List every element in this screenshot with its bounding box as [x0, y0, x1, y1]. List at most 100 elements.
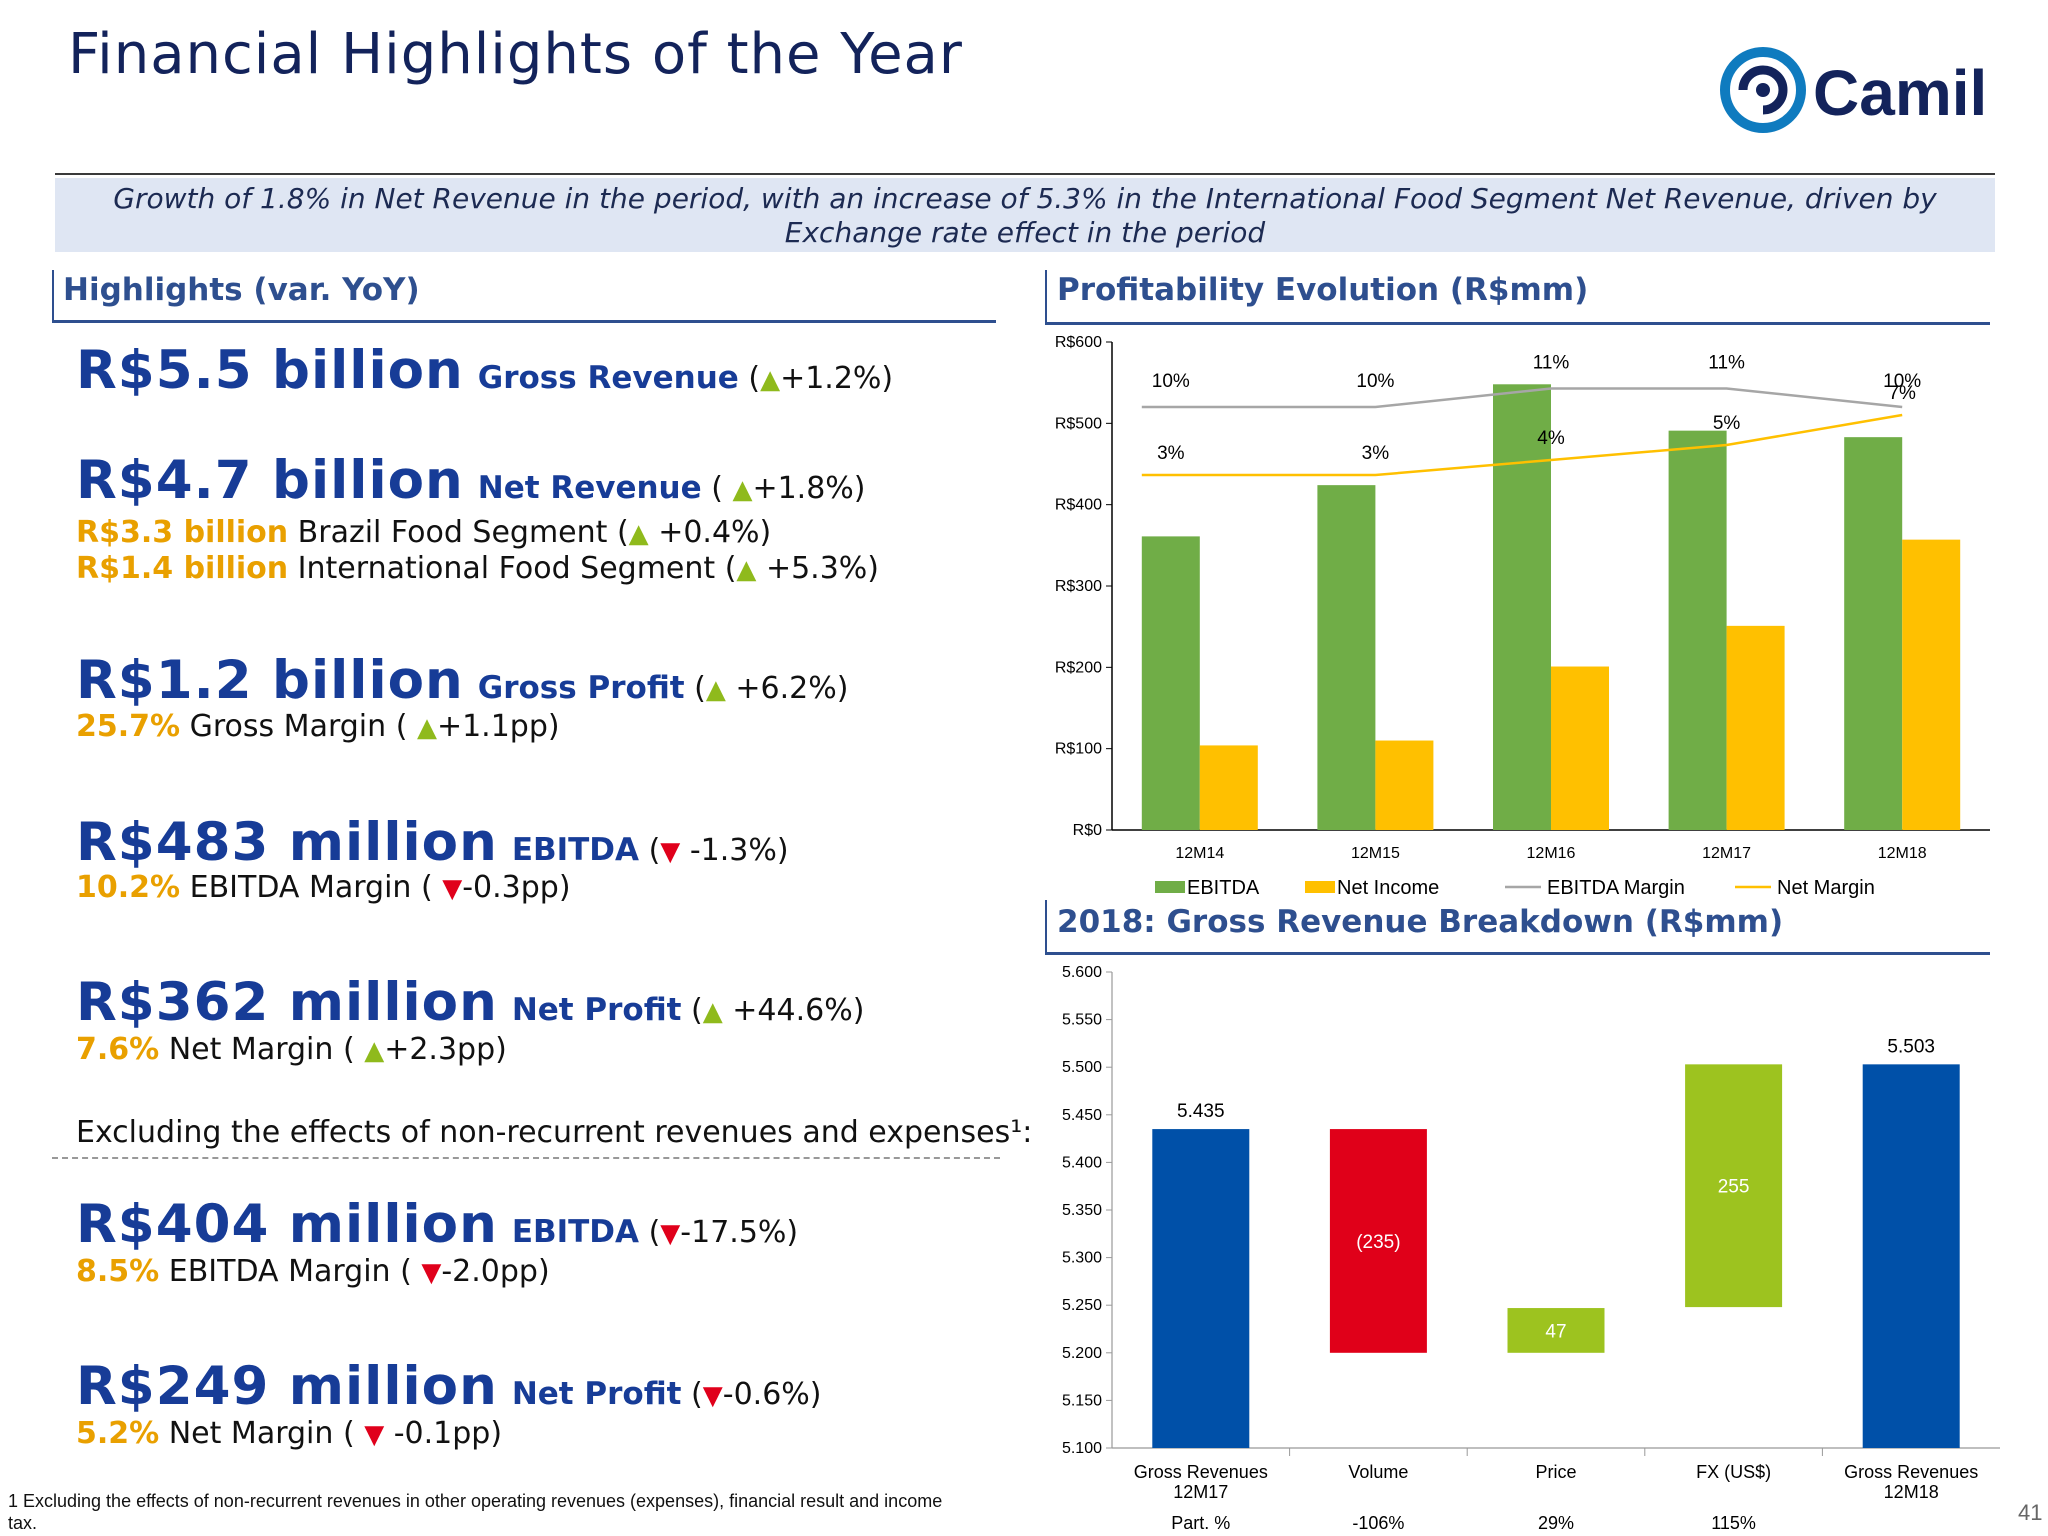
triangle-down-icon: ▼	[364, 1420, 385, 1450]
bar-value-label: 5.435	[1177, 1101, 1225, 1122]
highlight-subrow: R$1.4 billion International Food Segment…	[76, 551, 879, 586]
y-tick-label: 5.400	[1062, 1154, 1102, 1171]
highlight-value: R$4.7 billion	[76, 450, 464, 511]
highlight-row: R$5.5 billion Gross Revenue (▲+1.2%)	[76, 340, 893, 401]
change-open: (	[681, 993, 703, 1028]
sub-value: 10.2%	[76, 870, 181, 905]
profitability-chart: R$0 R$100 R$200 R$300 R$400 R$500 R$600 12M14 12…	[1055, 334, 1990, 899]
y-tick-label: R$500	[1055, 415, 1102, 432]
y-tick-label: R$200	[1055, 659, 1102, 676]
breakdown-title: 2018: Gross Revenue Breakdown (R$mm)	[1057, 904, 1784, 940]
y-tick-label: 5.500	[1062, 1059, 1102, 1076]
y-tick-label: R$100	[1055, 741, 1102, 758]
ebitda-bar	[1668, 430, 1727, 830]
sub-change: +5.3%)	[756, 551, 879, 586]
highlights-rule	[52, 320, 996, 323]
triangle-down-icon: ▼	[702, 1381, 723, 1411]
triangle-down-icon: ▼	[442, 874, 463, 904]
part-value: 115%	[1711, 1513, 1756, 1533]
page-number: 41	[2018, 1500, 2043, 1525]
net-margin-label: 7%	[1888, 383, 1916, 404]
sub-change: +1.1pp)	[436, 709, 560, 744]
legend-swatch	[1305, 881, 1335, 893]
sub-text: International Food Segment (	[288, 551, 737, 586]
highlight-label: Net Profit	[511, 992, 682, 1028]
x-tick-label: Gross Revenues	[1844, 1462, 1978, 1482]
ebitda-margin-label: 11%	[1708, 353, 1745, 374]
change-value: -0.6%)	[722, 1377, 822, 1412]
highlight-label: Net Profit	[511, 1376, 682, 1412]
sub-change: -2.0pp)	[441, 1254, 550, 1289]
waterfall-bar	[1862, 1064, 1960, 1448]
sub-text: EBITDA Margin (	[180, 870, 443, 905]
ebitda-bar	[1493, 384, 1551, 830]
net-margin-label: 5%	[1713, 413, 1741, 434]
sub-value: 5.2%	[76, 1416, 160, 1451]
net-income-bar	[1199, 745, 1258, 830]
highlight-subrow: 10.2% EBITDA Margin ( ▼-0.3pp)	[76, 870, 571, 905]
triangle-up-icon: ▲	[628, 519, 649, 549]
y-tick-label: 5.100	[1062, 1440, 1102, 1457]
triangle-up-icon: ▲	[732, 475, 753, 505]
y-tick-label: 5.200	[1062, 1345, 1102, 1362]
x-tick-label: 12M17	[1702, 845, 1751, 862]
part-value: -106%	[1352, 1513, 1404, 1533]
change-value: -1.3%)	[680, 833, 789, 868]
highlight-subrow: 7.6% Net Margin ( ▲+2.3pp)	[76, 1032, 507, 1067]
y-tick-label: 5.450	[1062, 1107, 1102, 1124]
net-margin-label: 3%	[1362, 443, 1390, 464]
sub-value: R$1.4 billion	[76, 551, 289, 586]
y-tick-label: 5.150	[1062, 1392, 1102, 1409]
highlight-row: R$483 million EBITDA (▼ -1.3%)	[76, 812, 789, 873]
change-open: (	[681, 1377, 703, 1412]
x-tick-label: FX (US$)	[1696, 1462, 1771, 1482]
x-tick-label: Volume	[1348, 1462, 1408, 1482]
ebitda-bar	[1141, 536, 1200, 830]
triangle-up-icon: ▲	[736, 555, 757, 585]
change-open: (	[684, 671, 706, 706]
highlight-value: R$1.2 billion	[76, 650, 464, 711]
logo-ring-icon	[1720, 47, 1806, 133]
sub-value: 8.5%	[76, 1254, 160, 1289]
sub-change: +0.4%)	[648, 515, 772, 550]
footnote: 1 Excluding the effects of non-recurrent…	[8, 1491, 943, 1533]
highlight-subrow: R$3.3 billion Brazil Food Segment (▲ +0.…	[76, 515, 771, 550]
section-marker	[52, 270, 54, 322]
triangle-up-icon: ▲	[416, 713, 437, 743]
triangle-down-icon: ▼	[660, 1219, 681, 1249]
legend-label: EBITDA	[1187, 877, 1260, 899]
highlight-row: R$4.7 billion Net Revenue ( ▲+1.8%)	[76, 450, 866, 511]
x-tick-label: Gross Revenues	[1134, 1462, 1268, 1482]
triangle-up-icon: ▲	[364, 1036, 385, 1066]
net-income-bar	[1902, 539, 1961, 830]
waterfall-bar	[1507, 1308, 1605, 1353]
ebitda-margin-label: 10%	[1356, 371, 1394, 392]
section-marker	[1045, 270, 1047, 324]
y-tick-label: R$400	[1055, 497, 1102, 514]
sub-text: EBITDA Margin (	[159, 1254, 422, 1289]
triangle-down-icon: ▼	[660, 837, 681, 867]
highlight-row: R$404 million EBITDA (▼-17.5%)	[76, 1194, 798, 1255]
triangle-up-icon: ▲	[702, 997, 723, 1027]
legend-swatch	[1155, 881, 1185, 893]
summary-banner: Growth of 1.8% in Net Revenue in the per…	[55, 178, 1995, 252]
triangle-down-icon: ▼	[421, 1258, 442, 1288]
header-rule	[55, 173, 1995, 175]
breakdown-rule	[1045, 952, 1990, 955]
sub-text: Brazil Food Segment (	[288, 515, 629, 550]
x-tick-label: 12M17	[1173, 1482, 1228, 1502]
y-tick-label: R$300	[1055, 578, 1102, 595]
sub-text: Net Margin (	[159, 1416, 365, 1451]
dashed-divider	[52, 1157, 1000, 1159]
change-value: +44.6%)	[722, 993, 865, 1028]
triangle-up-icon: ▲	[705, 675, 726, 705]
x-tick-label: Price	[1535, 1462, 1576, 1482]
bar-value-label: (235)	[1356, 1232, 1400, 1253]
x-tick-label: 12M18	[1884, 1482, 1939, 1502]
highlight-label: EBITDA	[511, 832, 640, 868]
sub-change: +2.3pp)	[384, 1032, 507, 1067]
highlight-value: R$5.5 billion	[76, 340, 464, 401]
net-income-bar	[1375, 740, 1434, 830]
change-value: +1.8%)	[752, 471, 866, 506]
sub-value: 7.6%	[76, 1032, 160, 1067]
